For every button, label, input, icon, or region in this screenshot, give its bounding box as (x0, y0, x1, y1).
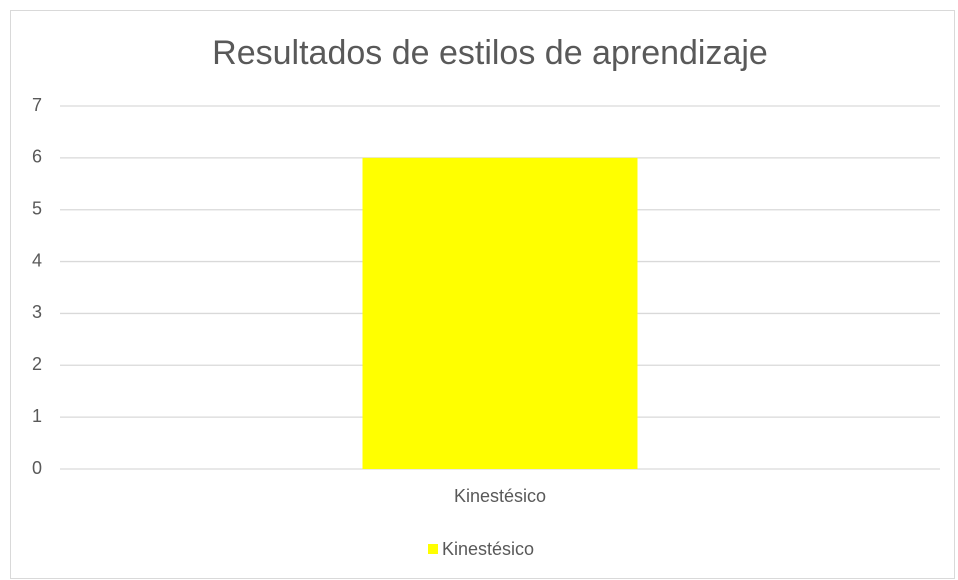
y-tick-label: 7 (32, 95, 42, 115)
legend-label: Kinestésico (442, 539, 534, 559)
bar (362, 157, 638, 469)
y-tick-label: 3 (32, 302, 42, 322)
y-tick-label: 2 (32, 354, 42, 374)
y-tick-label: 6 (32, 147, 42, 167)
y-tick-label: 5 (32, 198, 42, 218)
legend-swatch (428, 544, 438, 554)
y-tick-label: 4 (32, 250, 42, 270)
x-tick-label: Kinestésico (454, 486, 546, 506)
chart-title: Resultados de estilos de aprendizaje (212, 34, 768, 72)
y-tick-label: 0 (32, 458, 42, 478)
y-tick-label: 1 (32, 406, 42, 426)
